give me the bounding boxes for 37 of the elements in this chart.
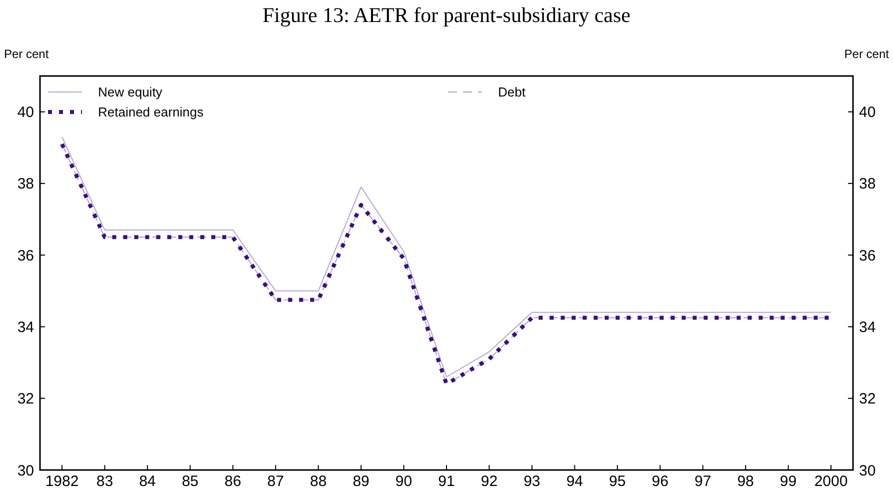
y-tick-label: 36 bbox=[17, 247, 34, 264]
x-tick-label: 85 bbox=[182, 473, 199, 490]
y2-axis-title: Per cent bbox=[844, 47, 890, 61]
chart-title: Figure 13: AETR for parent-subsidiary case bbox=[262, 3, 630, 27]
x-tick-label: 90 bbox=[395, 473, 412, 490]
x-tick-label: 1982 bbox=[45, 473, 79, 490]
y-tick-label: 40 bbox=[17, 104, 34, 122]
x-tick-label: 99 bbox=[780, 473, 797, 490]
y-tick-label: 34 bbox=[17, 318, 34, 336]
x-tick-label: 87 bbox=[267, 473, 284, 490]
x-tick-label: 93 bbox=[524, 473, 540, 490]
y-tick-label: 32 bbox=[17, 390, 34, 408]
y2-tick-label: 32 bbox=[859, 390, 876, 408]
y2-tick-label: 30 bbox=[859, 462, 876, 480]
y2-tick-label: 40 bbox=[859, 104, 876, 122]
y-tick-label: 38 bbox=[17, 176, 34, 193]
y-axis-title: Per cent bbox=[4, 47, 50, 61]
x-tick-label: 96 bbox=[652, 473, 668, 490]
legend-label: Debt bbox=[498, 84, 526, 100]
x-tick-label: 83 bbox=[96, 473, 114, 490]
x-tick-label: 89 bbox=[352, 473, 370, 490]
y2-tick-label: 36 bbox=[859, 247, 876, 264]
x-tick-label: 92 bbox=[480, 473, 498, 490]
legend-label: New equity bbox=[98, 84, 163, 100]
x-tick-label: 97 bbox=[694, 473, 712, 490]
x-tick-label: 2000 bbox=[814, 473, 848, 490]
y2-tick-label: 38 bbox=[859, 176, 876, 193]
x-tick-label: 88 bbox=[310, 473, 327, 490]
x-tick-label: 98 bbox=[737, 473, 754, 490]
x-tick-label: 86 bbox=[224, 473, 242, 490]
x-tick-label: 84 bbox=[139, 473, 156, 490]
y2-tick-label: 34 bbox=[859, 318, 876, 336]
legend-label: Retained earnings bbox=[98, 104, 204, 120]
x-tick-label: 95 bbox=[609, 473, 626, 490]
x-tick-label: 91 bbox=[438, 473, 455, 490]
x-tick-label: 94 bbox=[566, 473, 584, 490]
y-tick-label: 30 bbox=[17, 462, 34, 480]
